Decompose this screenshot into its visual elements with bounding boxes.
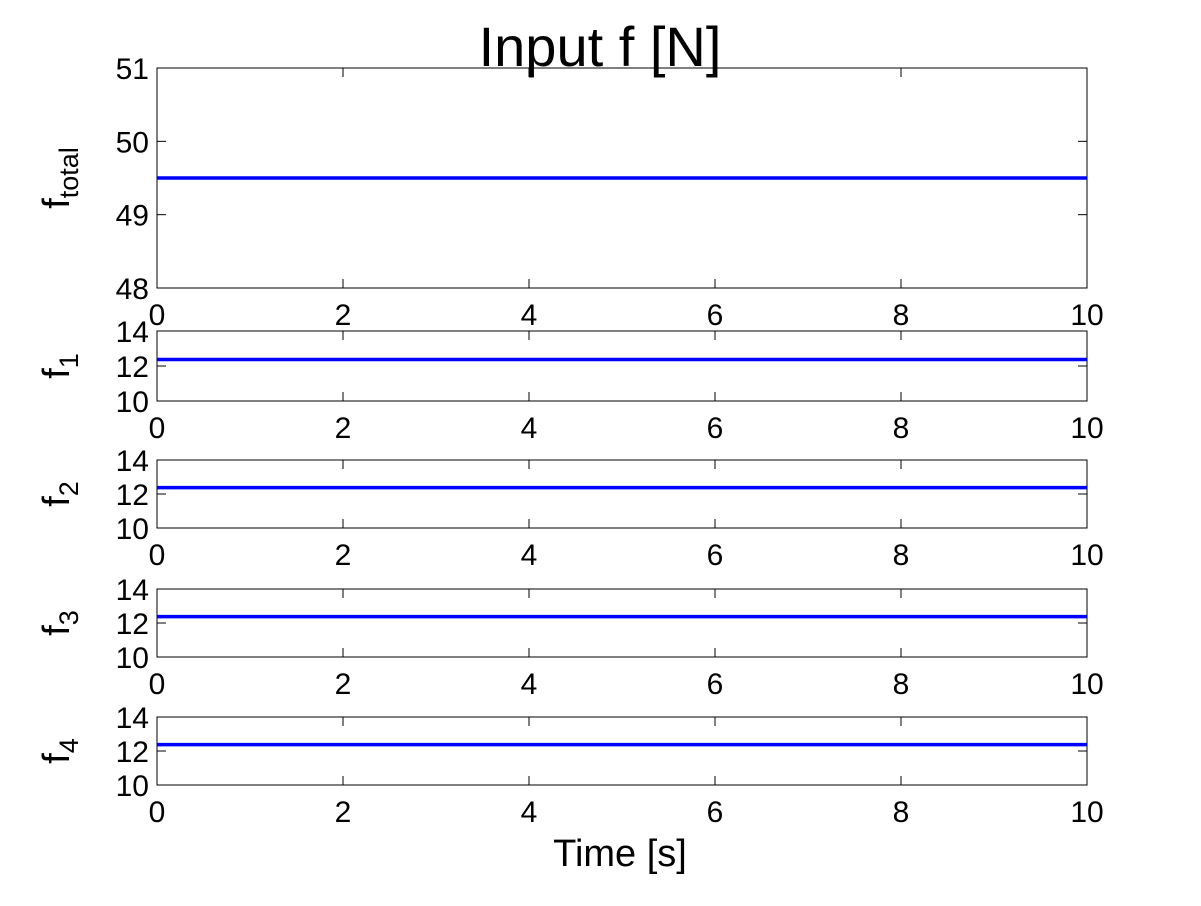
x-tick-label: 4 [521,412,538,445]
x-tick-label: 6 [707,539,724,572]
subplot-total: 0 2 4 6 8 10 48 49 50 51 ftotal [36,53,1104,332]
plot-area [156,330,1088,402]
x-tick-label: 2 [335,299,352,332]
y-tick-label: 10 [116,642,149,675]
x-tick-label: 4 [521,299,538,332]
y-axis-label-main: f [36,198,78,209]
y-tick-label: 12 [116,351,149,384]
y-axis-label-subscript: 4 [54,738,84,753]
x-tick-label: 0 [149,796,166,829]
y-tick-label: 48 [116,273,149,306]
x-tick-label: 10 [1070,796,1103,829]
x-tick-label: 0 [149,668,166,701]
y-tick-label: 12 [116,479,149,512]
plot-area [156,459,1088,529]
y-tick-label: 12 [116,608,149,641]
y-axis-label-main: f [36,753,78,764]
y-axis-label-f1: f1 [36,353,84,379]
x-tick-label: 0 [149,539,166,572]
y-tick-label: 14 [116,316,149,349]
x-tick-label: 6 [707,412,724,445]
x-tick-label: 2 [335,412,352,445]
x-tick-label: 8 [893,796,910,829]
y-tick-label: 14 [116,574,149,607]
x-tick-label: 0 [149,299,166,332]
y-axis-label-f4: f4 [36,738,84,764]
x-tick-label: 6 [707,668,724,701]
y-axis-label-f2: f2 [36,481,84,507]
x-tick-label: 6 [707,299,724,332]
x-tick-label: 2 [335,539,352,572]
y-axis-label-main: f [36,368,78,379]
y-tick-label: 51 [116,53,149,86]
y-tick-label: 10 [116,513,149,546]
x-tick-label: 0 [149,412,166,445]
y-tick-label: 10 [116,386,149,419]
y-axis-label-subscript: 1 [54,353,84,368]
chart-title: Input f [N] [479,15,722,78]
y-axis-label-subscript: 2 [54,481,84,496]
x-tick-label: 10 [1070,668,1103,701]
y-tick-label: 14 [116,702,149,735]
x-tick-label: 10 [1070,539,1103,572]
x-tick-label: 4 [521,539,538,572]
plot-area [156,588,1088,658]
y-tick-label: 49 [116,200,149,233]
x-tick-label: 2 [335,668,352,701]
x-tick-label: 6 [707,796,724,829]
y-tick-label: 14 [116,445,149,478]
x-tick-label: 8 [893,412,910,445]
y-axis-label-f3: f3 [36,610,84,636]
x-axis-label: Time [s] [553,833,687,875]
y-axis-label-main: f [36,496,78,507]
y-axis-label-total: ftotal [36,147,84,209]
x-tick-label: 8 [893,668,910,701]
x-tick-label: 10 [1070,299,1103,332]
x-tick-label: 8 [893,539,910,572]
y-tick-label: 12 [116,736,149,769]
plot-area [156,716,1088,786]
x-tick-label: 4 [521,668,538,701]
y-axis-label-subscript: total [54,147,84,198]
x-tick-label: 4 [521,796,538,829]
y-tick-label: 50 [116,126,149,159]
y-tick-label: 10 [116,770,149,803]
x-tick-label: 8 [893,299,910,332]
x-tick-label: 2 [335,796,352,829]
x-tick-label: 10 [1070,412,1103,445]
y-axis-label-main: f [36,625,78,636]
y-axis-label-subscript: 3 [54,610,84,625]
